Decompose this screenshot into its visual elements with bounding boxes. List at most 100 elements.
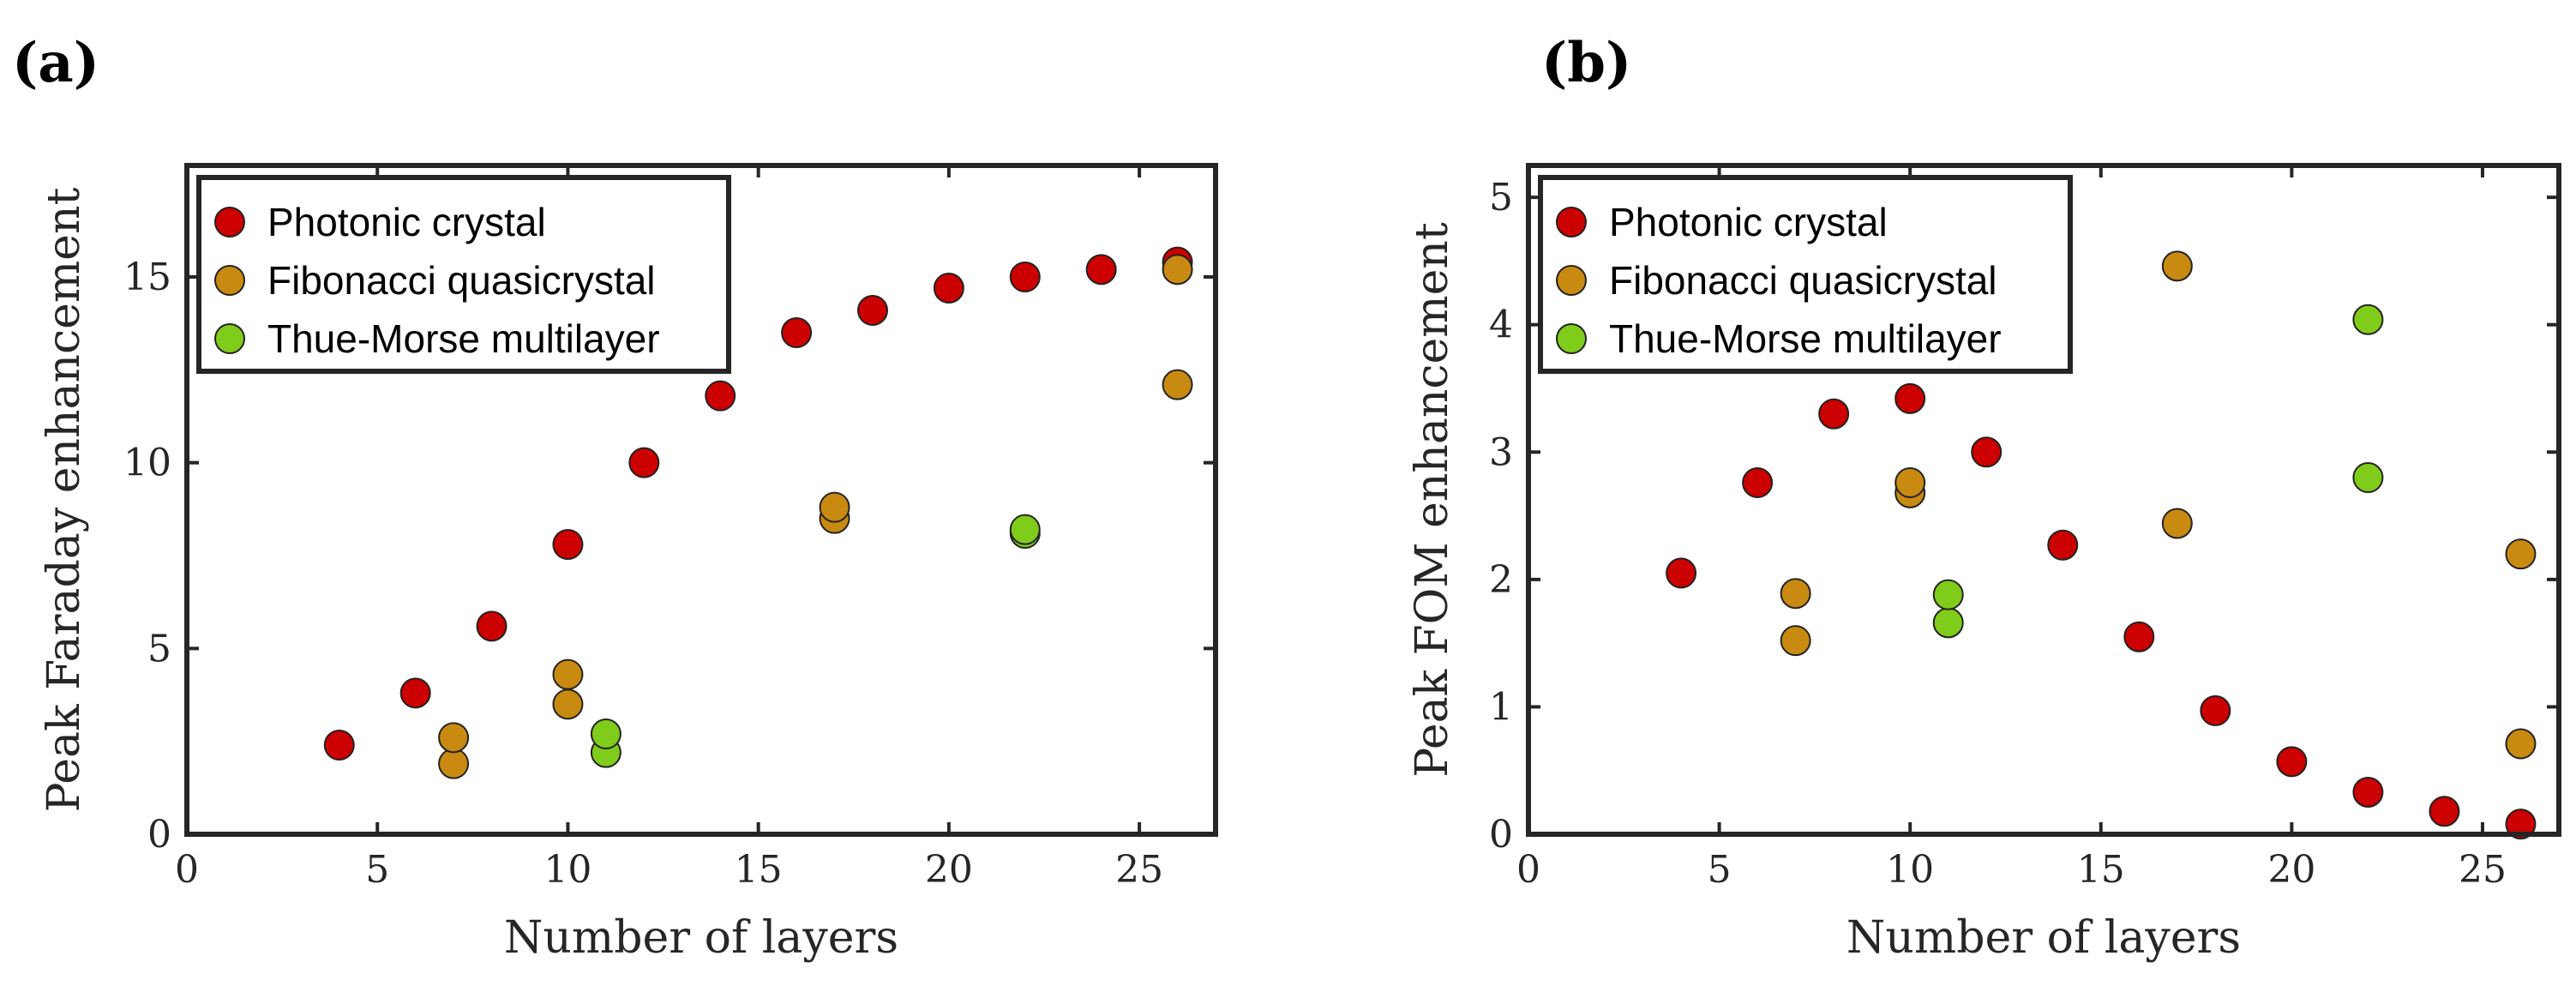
data-point-series-1	[1780, 625, 1811, 657]
data-point-series-1	[2505, 538, 2537, 570]
data-point-series-0	[2047, 529, 2079, 561]
data-point-series-0	[1009, 262, 1041, 292]
x-tick-label: 5	[1708, 848, 1732, 892]
x-tick-label: 5	[365, 848, 389, 892]
data-point-series-0	[1818, 398, 1850, 430]
x-tick-label: 25	[1115, 848, 1163, 892]
data-point-series-2	[1932, 579, 1964, 610]
panel-a-legend-entry-fibonacci: Fibonacci quasicrystal	[214, 258, 656, 303]
panel-a-legend-label-thue-morse: Thue-Morse multilayer	[267, 316, 660, 361]
panel-a-legend-box	[196, 175, 731, 374]
data-point-series-2	[2352, 462, 2384, 493]
data-point-series-1	[1162, 369, 1193, 400]
y-tick-label: 0	[147, 813, 171, 857]
data-point-series-0	[1894, 382, 1926, 414]
data-point-series-1	[1780, 578, 1811, 610]
data-point-series-1	[2161, 508, 2193, 539]
panel-b-legend-label-thue-morse: Thue-Morse multilayer	[1609, 316, 2002, 361]
data-point-series-0	[2200, 694, 2231, 726]
x-tick-label: 15	[735, 848, 783, 892]
panel-a-x-ticks: 0 5 10 15 20 25	[175, 165, 1163, 892]
panel-a-y-axis-label: Peak Faraday enhancement	[39, 188, 90, 813]
panel-a-axes-frame	[184, 163, 1218, 837]
data-point-series-2	[1009, 514, 1041, 545]
data-point-series-0	[476, 610, 507, 642]
data-point-series-1	[2161, 250, 2193, 282]
data-point-series-1	[2505, 728, 2537, 760]
data-point-series-0	[552, 529, 584, 560]
data-point-series-0	[857, 295, 888, 326]
panel-b-legend-label-photonic: Photonic crystal	[1609, 200, 1888, 244]
y-tick-label: 15	[123, 256, 171, 299]
panel-b-x-ticks: 0 5 10 15 20 25	[1516, 165, 2507, 892]
panel-b-legend-entry-photonic: Photonic crystal	[1556, 200, 1888, 244]
panel-b-y-ticks: 0 1 2 3 4 5	[1489, 176, 2559, 857]
data-point-series-1	[438, 748, 470, 779]
data-point-series-1	[552, 688, 584, 720]
y-tick-label: 3	[1489, 430, 1513, 474]
data-point-series-2	[2352, 304, 2384, 335]
data-point-series-0	[1742, 466, 1774, 498]
data-point-series-1	[552, 658, 584, 690]
x-tick-label: 20	[2267, 848, 2315, 892]
data-point-series-1	[1894, 466, 1926, 498]
x-tick-label: 10	[1886, 848, 1934, 892]
data-point-series-0	[933, 273, 964, 304]
y-tick-label: 4	[1489, 304, 1513, 347]
panel-b-legend-entry-fibonacci: Fibonacci quasicrystal	[1556, 258, 1997, 303]
y-tick-label: 10	[123, 442, 171, 485]
y-tick-label: 1	[1489, 685, 1513, 729]
panel-a-legend-entry-photonic: Photonic crystal	[214, 200, 546, 244]
panel-a-points	[323, 246, 1193, 779]
panel-b: (b) 0 1 2 3 4 5 0 5 10 15 20 25 Number of layers P…	[1407, 31, 2561, 964]
panel-b-legend-marker-fibonacci	[1556, 265, 1587, 296]
data-point-series-0	[1085, 254, 1117, 286]
panel-b-y-axis-label: Peak FOM enhancement	[1407, 222, 1458, 778]
x-tick-label: 15	[2077, 848, 2125, 892]
panel-b-legend-label-fibonacci: Fibonacci quasicrystal	[1609, 258, 1997, 303]
data-point-series-0	[2505, 809, 2537, 840]
panel-a-legend: Photonic crystal Fibonacci quasicrystal …	[196, 175, 731, 374]
panel-b-points	[1666, 250, 2537, 840]
panel-b-legend-marker-photonic	[1556, 207, 1587, 237]
data-point-series-0	[399, 677, 431, 709]
data-point-series-0	[1666, 557, 1697, 589]
panel-a-legend-label-fibonacci: Fibonacci quasicrystal	[267, 258, 656, 303]
panel-a: (a) 0 5 10 15 0 5 10 15 20 25 Number of layers P…	[12, 31, 1218, 964]
data-point-series-0	[2123, 621, 2155, 652]
data-point-series-2	[590, 718, 621, 749]
data-point-series-2	[1932, 607, 1964, 639]
data-point-series-0	[2352, 776, 2384, 808]
panel-a-legend-marker-fibonacci	[214, 265, 245, 296]
data-point-series-0	[1971, 436, 2003, 468]
data-point-series-1	[819, 491, 850, 523]
y-tick-label: 5	[1489, 176, 1513, 219]
panel-b-legend-box	[1538, 175, 2073, 374]
panel-a-legend-marker-thue-morse	[214, 323, 245, 354]
data-point-series-1	[1162, 254, 1193, 286]
panel-b-x-axis-label: Number of layers	[1846, 912, 2241, 964]
x-tick-label: 0	[1516, 848, 1540, 892]
panel-b-legend-entry-thue-morse: Thue-Morse multilayer	[1556, 316, 2002, 361]
data-point-series-1	[438, 722, 470, 754]
x-tick-label: 25	[2459, 848, 2507, 892]
panel-a-legend-entry-thue-morse: Thue-Morse multilayer	[214, 316, 660, 361]
data-point-series-0	[2276, 746, 2308, 778]
panel-b-legend-marker-thue-morse	[1556, 323, 1587, 354]
panel-b-legend: Photonic crystal Fibonacci quasicrystal …	[1538, 175, 2073, 374]
panel-a-label: (a)	[12, 31, 99, 95]
x-tick-label: 20	[925, 848, 973, 892]
y-tick-label: 5	[147, 627, 171, 670]
x-tick-label: 0	[175, 848, 199, 892]
y-tick-label: 0	[1489, 813, 1513, 857]
panel-a-legend-label-photonic: Photonic crystal	[267, 200, 546, 244]
data-point-series-0	[705, 380, 736, 412]
panel-b-label: (b)	[1541, 31, 1631, 95]
y-tick-label: 2	[1489, 558, 1513, 602]
data-point-series-0	[323, 730, 355, 761]
panel-a-x-axis-label: Number of layers	[504, 912, 898, 964]
panel-b-axes-frame	[1526, 163, 2561, 837]
x-tick-label: 10	[543, 848, 591, 892]
panel-a-legend-marker-photonic	[214, 207, 245, 237]
